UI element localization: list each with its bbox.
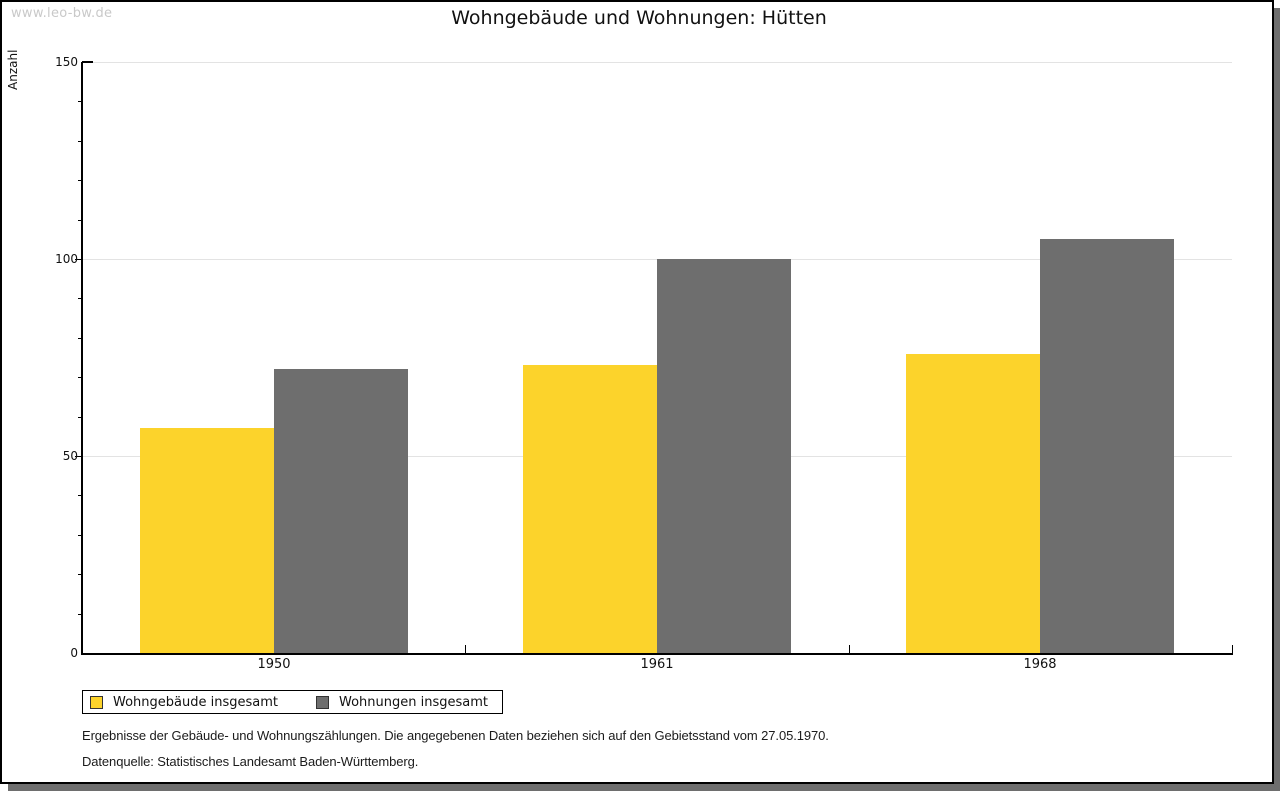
y-tick-label-0: 0 xyxy=(70,646,78,660)
y-axis-title: Anzahl xyxy=(6,49,20,90)
page-drop-shadow-right xyxy=(1274,8,1280,791)
y-minor-tick-130 xyxy=(78,141,82,142)
watermark: www.leo-bw.de xyxy=(11,6,113,21)
chart-title: Wohngebäude und Wohnungen: Hütten xyxy=(451,7,827,29)
x-category-label-1961: 1961 xyxy=(640,657,674,672)
y-minor-tick-140 xyxy=(78,101,82,102)
y-major-tick-50 xyxy=(75,456,82,457)
footnote-line-2: Datenquelle: Statistisches Landesamt Bad… xyxy=(82,754,419,769)
bar-1950-series-1 xyxy=(274,369,408,653)
legend-label-0: Wohngebäude insgesamt xyxy=(113,694,278,710)
y-axis-line xyxy=(81,62,83,655)
y-tick-label-50: 50 xyxy=(62,449,78,463)
bar-1961-series-1 xyxy=(657,259,791,653)
legend-swatch-0 xyxy=(90,695,103,709)
y-tick-label-100: 100 xyxy=(55,252,78,266)
x-category-label-1950: 1950 xyxy=(257,657,291,672)
y-minor-tick-40 xyxy=(78,495,82,496)
y-axis-end-tick xyxy=(82,61,93,63)
x-boundary-tick-2 xyxy=(849,645,850,653)
y-minor-tick-120 xyxy=(78,180,82,181)
legend-item-0: Wohngebäude insgesamt xyxy=(90,695,278,710)
legend-swatch-1 xyxy=(316,695,329,709)
legend-item-1: Wohnungen insgesamt xyxy=(316,695,488,710)
x-axis-line xyxy=(81,653,1233,655)
y-major-tick-100 xyxy=(75,259,82,260)
y-minor-tick-70 xyxy=(78,377,82,378)
y-minor-tick-60 xyxy=(78,417,82,418)
bar-1968-series-0 xyxy=(906,354,1040,653)
gridline-150 xyxy=(82,62,1232,63)
bar-1968-series-1 xyxy=(1040,239,1174,653)
bar-1961-series-0 xyxy=(523,365,657,653)
x-boundary-tick-1 xyxy=(465,645,466,653)
legend: Wohngebäude insgesamt Wohnungen insgesamt xyxy=(82,690,503,714)
footnote-line-1: Ergebnisse der Gebäude- und Wohnungszähl… xyxy=(82,728,829,743)
y-minor-tick-10 xyxy=(78,614,82,615)
y-minor-tick-80 xyxy=(78,338,82,339)
x-category-label-1968: 1968 xyxy=(1023,657,1057,672)
y-minor-tick-30 xyxy=(78,535,82,536)
x-boundary-tick-3 xyxy=(1232,645,1233,653)
y-minor-tick-90 xyxy=(78,298,82,299)
legend-label-1: Wohnungen insgesamt xyxy=(339,694,488,710)
page-drop-shadow-bottom xyxy=(8,784,1280,791)
y-minor-tick-110 xyxy=(78,220,82,221)
y-minor-tick-20 xyxy=(78,574,82,575)
bar-1950-series-0 xyxy=(140,428,274,653)
y-tick-label-150: 150 xyxy=(55,55,78,69)
